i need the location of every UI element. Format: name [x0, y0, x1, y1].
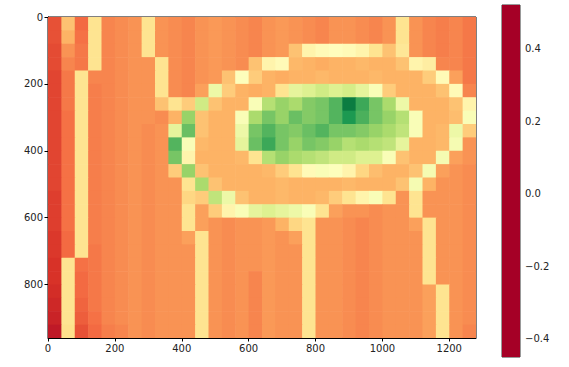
svg-text:200: 200 — [105, 343, 124, 354]
svg-text:−0.4: −0.4 — [525, 333, 549, 344]
svg-text:800: 800 — [306, 343, 325, 354]
svg-text:400: 400 — [24, 145, 43, 156]
svg-text:0: 0 — [37, 12, 43, 23]
svg-text:0.4: 0.4 — [525, 43, 541, 54]
svg-text:800: 800 — [24, 279, 43, 290]
svg-text:600: 600 — [239, 343, 258, 354]
svg-text:0.0: 0.0 — [525, 188, 541, 199]
svg-text:1000: 1000 — [370, 343, 395, 354]
svg-text:1200: 1200 — [437, 343, 462, 354]
svg-text:400: 400 — [172, 343, 191, 354]
svg-text:200: 200 — [24, 78, 43, 89]
svg-text:0: 0 — [45, 343, 51, 354]
svg-text:0.2: 0.2 — [525, 116, 541, 127]
svg-text:−0.2: −0.2 — [525, 261, 549, 272]
svg-text:600: 600 — [24, 212, 43, 223]
